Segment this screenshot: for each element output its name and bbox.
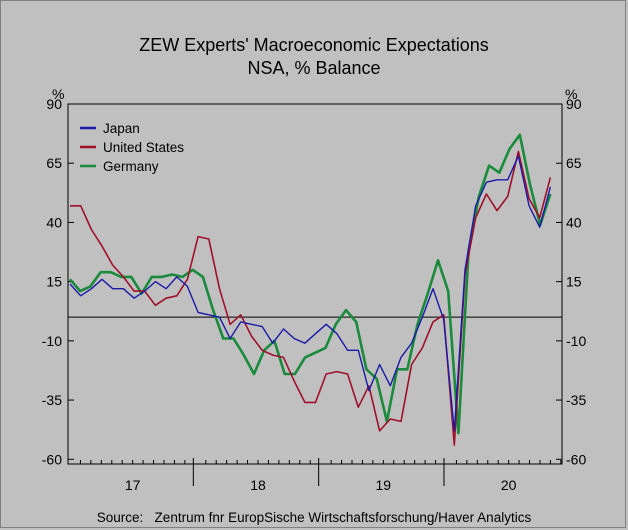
- chart-title: ZEW Experts' Macroeconomic Expectations: [139, 35, 489, 55]
- y-tick-label-right: 65: [566, 155, 582, 171]
- x-tick-label: 18: [250, 477, 266, 493]
- y-tick-label-left: -10: [42, 333, 62, 349]
- left-axis-unit: %: [52, 86, 65, 102]
- y-tick-label-right: -35: [566, 392, 586, 408]
- series-line-japan: [69, 155, 552, 432]
- legend-label: Germany: [103, 159, 159, 174]
- legend-label: United States: [103, 140, 184, 155]
- y-tick-label-left: 15: [46, 274, 62, 290]
- y-tick-label-left: 40: [46, 214, 62, 230]
- y-tick-label-left: 65: [46, 155, 62, 171]
- y-tick-label-right: -60: [566, 451, 586, 467]
- x-tick-label: 17: [125, 477, 141, 493]
- y-tick-label-right: 40: [566, 214, 582, 230]
- chart-subtitle: NSA, % Balance: [247, 58, 381, 78]
- x-tick-label: 19: [376, 477, 392, 493]
- plot-area: [67, 103, 563, 465]
- right-axis-unit: %: [565, 86, 578, 102]
- source-note: Source: Zentrum fnr EuropSische Wirtscha…: [96, 510, 532, 525]
- y-tick-label-left: 90: [46, 96, 62, 112]
- legend-label: Japan: [103, 121, 140, 136]
- series-line-germany: [69, 133, 552, 435]
- x-tick-label: 20: [501, 477, 517, 493]
- y-tick-label-left: -60: [42, 451, 62, 467]
- y-tick-label-right: -10: [566, 333, 586, 349]
- y-tick-label-left: -35: [42, 392, 62, 408]
- series-line-united-states: [70, 150, 552, 446]
- y-tick-label-right: 90: [566, 96, 582, 112]
- y-tick-label-right: 15: [566, 274, 582, 290]
